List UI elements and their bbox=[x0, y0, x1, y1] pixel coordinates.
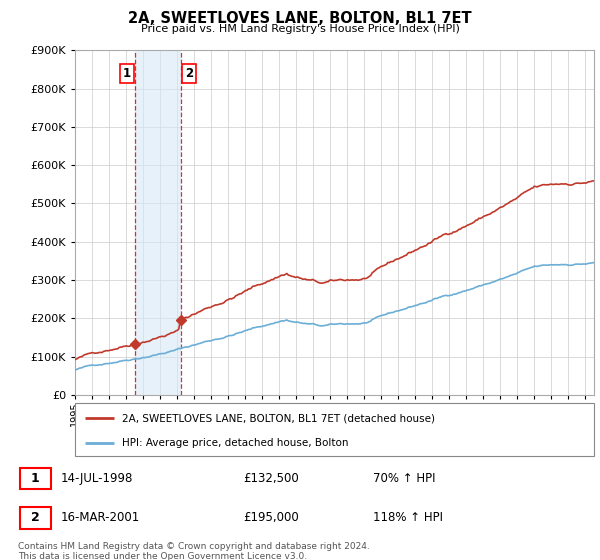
Text: Price paid vs. HM Land Registry's House Price Index (HPI): Price paid vs. HM Land Registry's House … bbox=[140, 24, 460, 34]
Text: HPI: Average price, detached house, Bolton: HPI: Average price, detached house, Bolt… bbox=[122, 437, 348, 447]
Text: £195,000: £195,000 bbox=[244, 511, 299, 525]
Text: 1: 1 bbox=[122, 67, 131, 80]
Text: Contains HM Land Registry data © Crown copyright and database right 2024.
This d: Contains HM Land Registry data © Crown c… bbox=[18, 542, 370, 560]
FancyBboxPatch shape bbox=[20, 507, 51, 529]
Text: 2A, SWEETLOVES LANE, BOLTON, BL1 7ET: 2A, SWEETLOVES LANE, BOLTON, BL1 7ET bbox=[128, 11, 472, 26]
FancyBboxPatch shape bbox=[20, 468, 51, 489]
Text: 70% ↑ HPI: 70% ↑ HPI bbox=[373, 472, 436, 485]
Bar bbox=[135, 50, 181, 395]
Text: 2: 2 bbox=[31, 511, 40, 525]
Text: 14-JUL-1998: 14-JUL-1998 bbox=[60, 472, 133, 485]
Text: £132,500: £132,500 bbox=[244, 472, 299, 485]
Text: 118% ↑ HPI: 118% ↑ HPI bbox=[373, 511, 443, 525]
Text: 2A, SWEETLOVES LANE, BOLTON, BL1 7ET (detached house): 2A, SWEETLOVES LANE, BOLTON, BL1 7ET (de… bbox=[122, 413, 435, 423]
Text: 16-MAR-2001: 16-MAR-2001 bbox=[60, 511, 140, 525]
Text: 2: 2 bbox=[185, 67, 193, 80]
Text: 1: 1 bbox=[31, 472, 40, 485]
